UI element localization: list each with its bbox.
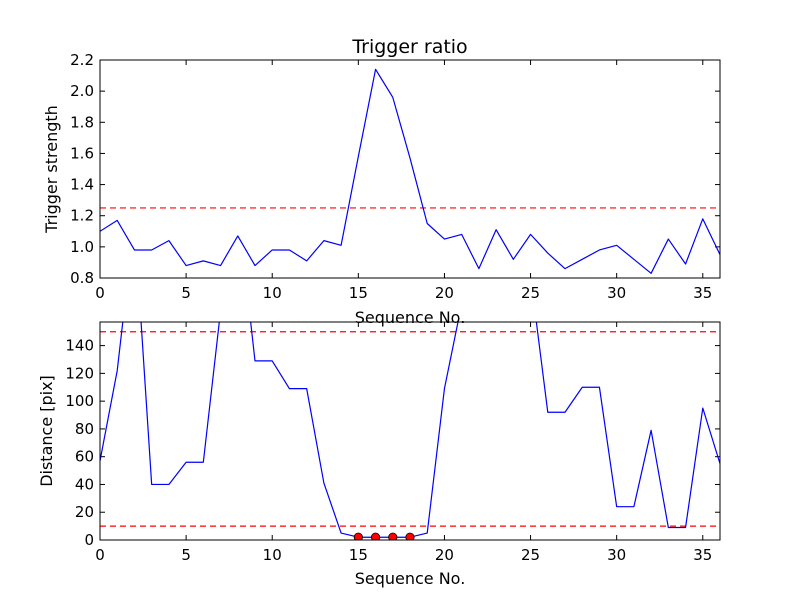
x-tick-label: 20	[435, 546, 454, 564]
x-tick-label: 5	[181, 546, 191, 564]
plot-area	[100, 322, 720, 540]
x-tick-label: 35	[693, 546, 712, 564]
y-tick-label: 1.8	[70, 113, 94, 131]
axes-frame	[99, 321, 721, 541]
y-tick-label: 2.2	[70, 51, 94, 69]
x-tick-label: 15	[349, 546, 368, 564]
distance-chart: 0 5 10 15 20 25 30 35 0 20 40 60 80 100 120 140 Sequen…	[37, 321, 721, 588]
plot-area	[100, 68, 720, 274]
x-tick-label: 30	[607, 284, 626, 302]
y-tick-label: 60	[75, 448, 94, 466]
trigger-ratio-chart: Trigger ratio 0 5 10 15 20 25 30 35 0.8 1.0 1.2 1.…	[42, 36, 721, 327]
x-tick-label: 15	[349, 284, 368, 302]
y-tick-label: 140	[65, 337, 94, 355]
x-tick-label: 10	[263, 284, 282, 302]
x-axis-ticks: 0 5 10 15 20 25 30 35	[95, 60, 712, 302]
y-tick-label: 100	[65, 392, 94, 410]
y-axis-ticks: 0 20 40 60 80 100 120 140	[65, 337, 720, 549]
data-point-marker	[388, 532, 398, 540]
y-tick-label: 0.8	[70, 269, 94, 287]
y-tick-label: 0	[84, 531, 94, 549]
x-tick-label: 35	[693, 284, 712, 302]
data-point-marker	[353, 532, 363, 540]
x-axis-ticks: 0 5 10 15 20 25 30 35	[95, 322, 712, 564]
y-tick-label: 2.0	[70, 82, 94, 100]
series-line	[100, 68, 720, 274]
y-tick-label: 1.4	[70, 176, 94, 194]
y-tick-label: 20	[75, 503, 94, 521]
x-tick-label: 0	[95, 546, 105, 564]
x-tick-label: 0	[95, 284, 105, 302]
x-tick-label: 20	[435, 284, 454, 302]
y-tick-label: 1.2	[70, 207, 94, 225]
y-tick-label: 120	[65, 364, 94, 382]
threshold-lines	[100, 331, 720, 527]
axes-frame	[99, 59, 721, 279]
y-tick-label: 1.0	[70, 238, 94, 256]
y-tick-label: 40	[75, 475, 94, 493]
x-axis-label: Sequence No.	[355, 308, 466, 327]
x-tick-label: 25	[521, 546, 540, 564]
data-point-marker	[405, 532, 415, 540]
y-axis-label: Distance [pix]	[37, 375, 56, 487]
y-axis-label: Trigger strength	[42, 105, 61, 234]
x-tick-label: 5	[181, 284, 191, 302]
chart-title: Trigger ratio	[351, 36, 467, 58]
y-tick-label: 80	[75, 420, 94, 438]
x-axis-label: Sequence No.	[355, 569, 466, 588]
data-point-marker	[370, 532, 381, 540]
x-tick-label: 30	[607, 546, 626, 564]
y-tick-label: 1.6	[70, 144, 94, 162]
x-tick-label: 10	[263, 546, 282, 564]
x-tick-label: 25	[521, 284, 540, 302]
y-axis-ticks: 0.8 1.0 1.2 1.4 1.6 1.8 2.0 2.2	[70, 51, 720, 287]
